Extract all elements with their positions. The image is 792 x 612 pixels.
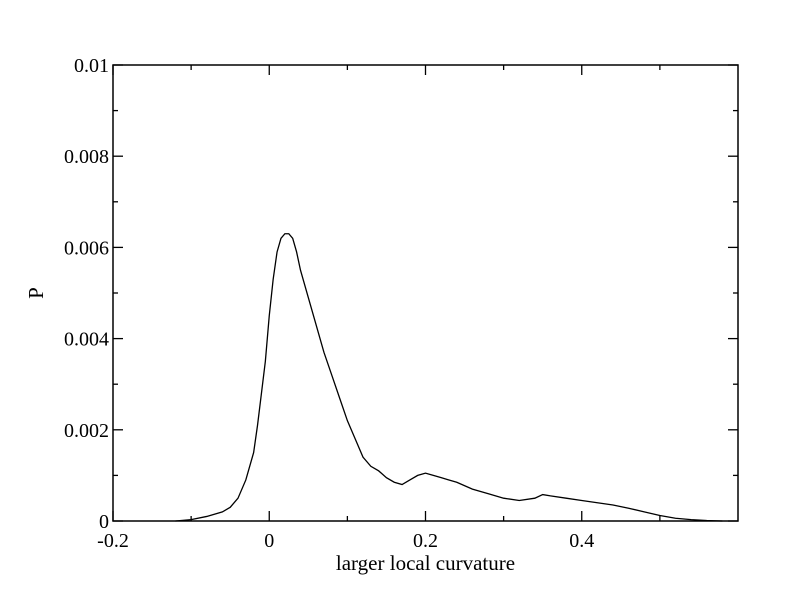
y-tick-label: 0 (99, 511, 109, 533)
y-tick-label: 0.002 (64, 420, 109, 442)
y-axis-label: P (24, 287, 48, 299)
y-tick-label: 0.008 (64, 146, 109, 168)
x-tick-labels: -0.2 0 0.2 0.4 (97, 530, 594, 552)
y-tick-labels: 0 0.002 0.004 0.006 0.008 0.01 (64, 55, 109, 533)
y-tick-label: 0.006 (64, 237, 109, 259)
series-line (175, 233, 723, 522)
x-tick-label: 0 (264, 530, 274, 552)
x-tick-label: -0.2 (97, 530, 129, 552)
ticks (112, 64, 738, 522)
x-tick-label: 0.2 (413, 530, 438, 552)
plot-frame (112, 64, 739, 522)
y-tick-label: 0.004 (64, 329, 109, 351)
x-tick-label: 0.4 (569, 530, 594, 552)
x-axis-label: larger local curvature (336, 551, 515, 575)
y-tick-label: 0.01 (74, 55, 109, 77)
